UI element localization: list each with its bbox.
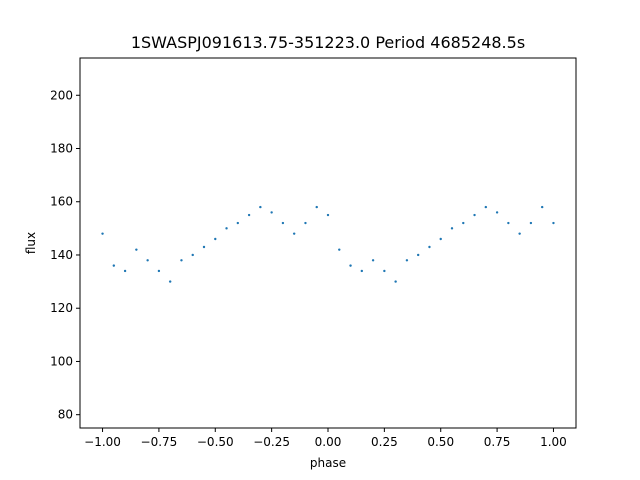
data-point xyxy=(202,245,206,249)
data-point xyxy=(473,213,476,217)
data-point xyxy=(360,269,364,273)
data-point xyxy=(450,227,454,230)
x-tick-label: −0.25 xyxy=(253,435,290,449)
data-point xyxy=(484,205,488,209)
data-point xyxy=(394,280,397,283)
data-points xyxy=(101,205,555,283)
y-tick-label: 200 xyxy=(50,88,73,102)
y-tick-label: 80 xyxy=(58,408,73,422)
data-point xyxy=(529,221,533,225)
data-point xyxy=(507,221,510,225)
chart-title: 1SWASPJ091613.75-351223.0 Period 4685248… xyxy=(131,33,525,52)
data-point xyxy=(349,264,352,267)
data-point xyxy=(428,245,431,249)
data-point xyxy=(135,248,138,251)
data-point xyxy=(304,221,307,225)
y-tick-label: 160 xyxy=(50,195,73,209)
data-point xyxy=(180,259,183,262)
data-point xyxy=(383,269,386,273)
plot-area xyxy=(79,57,577,429)
x-axis-label: phase xyxy=(310,456,346,470)
x-tick-label: −0.75 xyxy=(141,435,178,449)
data-point xyxy=(552,221,555,225)
data-point xyxy=(168,280,172,283)
data-point xyxy=(281,221,285,225)
data-point xyxy=(338,248,341,251)
data-point xyxy=(101,232,104,235)
y-tick-label: 180 xyxy=(50,142,73,156)
data-point xyxy=(225,227,228,230)
data-point xyxy=(270,211,273,214)
data-point xyxy=(236,221,240,225)
data-point xyxy=(259,205,262,209)
y-tick-label: 120 xyxy=(50,301,73,315)
x-tick-label: 0.50 xyxy=(427,435,454,449)
data-point xyxy=(123,269,127,273)
data-point xyxy=(191,253,194,257)
data-point xyxy=(371,259,375,262)
data-point xyxy=(157,269,161,273)
x-tick-label: −1.00 xyxy=(84,435,121,449)
x-tick-label: 0.75 xyxy=(484,435,511,449)
y-tick-label: 140 xyxy=(50,248,73,262)
x-tick-label: 0.00 xyxy=(315,435,342,449)
data-point xyxy=(292,232,296,235)
data-point xyxy=(146,259,149,262)
x-tick-label: 0.25 xyxy=(371,435,398,449)
y-axis-ticks: 80 100 120 140 160 180 200 xyxy=(50,88,80,422)
data-point xyxy=(439,237,442,241)
data-point xyxy=(247,213,251,217)
data-point xyxy=(112,264,116,267)
data-point xyxy=(405,259,409,262)
data-point xyxy=(495,211,499,214)
data-point xyxy=(214,237,217,241)
data-point xyxy=(518,232,521,235)
y-axis-label: flux xyxy=(24,232,38,254)
data-point xyxy=(540,205,544,209)
data-point xyxy=(315,205,318,209)
x-tick-label: −0.50 xyxy=(197,435,234,449)
data-point xyxy=(462,221,465,225)
data-point xyxy=(416,253,420,257)
x-tick-label: 1.00 xyxy=(540,435,567,449)
data-point xyxy=(326,213,330,217)
x-axis-ticks: −1.00 −0.75 −0.50 −0.25 0.00 0.25 0.50 0.75 1.00 xyxy=(84,428,567,449)
y-tick-label: 100 xyxy=(50,354,73,368)
